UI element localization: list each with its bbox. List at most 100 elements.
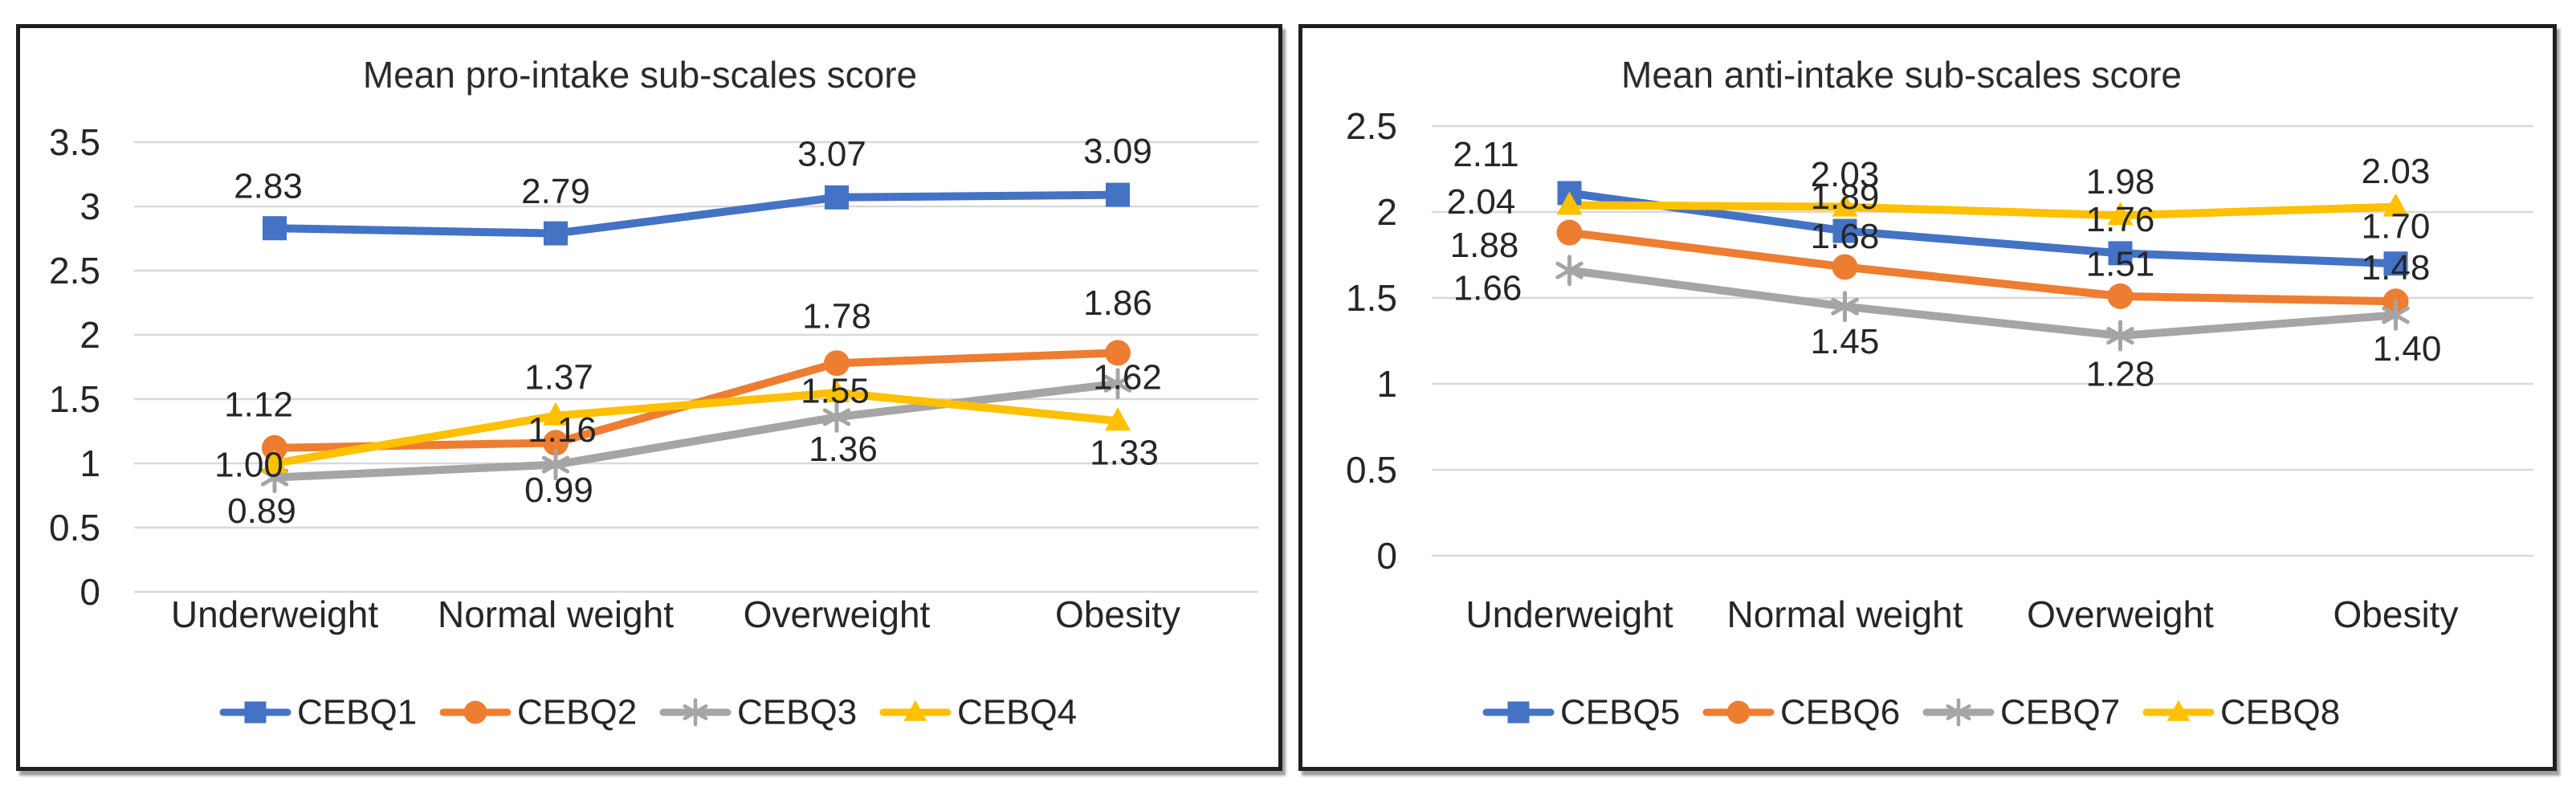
square-marker-CEBQ5 xyxy=(2108,241,2133,266)
square-marker-CEBQ1 xyxy=(825,185,849,210)
asterisk-marker-CEBQ3 xyxy=(1103,374,1132,393)
asterisk-marker-CEBQ3 xyxy=(541,455,570,474)
legend-item-CEBQ4: CEBQ4 xyxy=(879,693,1077,732)
data-label: 1.28 xyxy=(2086,355,2155,394)
data-label: 1.66 xyxy=(1453,268,1522,308)
triangle-marker-CEBQ8 xyxy=(2107,202,2134,226)
square-marker-CEBQ5 xyxy=(2383,251,2408,276)
circle-marker-CEBQ2-legend xyxy=(463,700,487,724)
x-axis-category-label: Obesity xyxy=(2333,593,2459,635)
legend-label: CEBQ6 xyxy=(1780,693,1900,732)
y-axis-tick-label: 1 xyxy=(1376,363,1397,405)
y-axis-tick-label: 0.5 xyxy=(49,507,100,548)
asterisk-marker-CEBQ7 xyxy=(2106,327,2134,345)
data-label: 2.03 xyxy=(2362,152,2431,191)
data-label: 1.48 xyxy=(2362,248,2431,287)
anti-intake-chart-panel: Mean anti-intake sub-scales score 2.5 2 1.… xyxy=(1298,24,2557,771)
circle-marker-CEBQ6 xyxy=(1832,254,1858,280)
circle-marker-CEBQ6-legend xyxy=(1726,700,1751,724)
x-axis-category-label: Normal weight xyxy=(1727,593,1963,635)
data-label: 1.88 xyxy=(1450,226,1519,265)
data-label: 0.89 xyxy=(227,491,296,531)
square-marker-CEBQ5-legend xyxy=(1507,701,1530,724)
pro-intake-plot-area: 3.5 3 2.5 2 1.5 1 0.5 0 Underweight Normal weight… xyxy=(49,121,1258,732)
chart-title: Mean anti-intake sub-scales score xyxy=(1621,54,2182,96)
data-label: 2.79 xyxy=(521,172,590,211)
legend-label: CEBQ1 xyxy=(297,693,417,732)
square-marker-CEBQ1 xyxy=(263,216,287,241)
triangle-marker-CEBQ4 xyxy=(824,379,850,402)
data-label: 1.62 xyxy=(1093,357,1162,397)
legend-label: CEBQ5 xyxy=(1560,693,1680,732)
legend-label: CEBQ4 xyxy=(957,693,1077,732)
chart-title: Mean pro-intake sub-scales score xyxy=(363,54,917,96)
legend-label: CEBQ3 xyxy=(737,693,857,732)
series-line-CEBQ1 xyxy=(271,190,1122,238)
square-marker-CEBQ1 xyxy=(1106,182,1130,207)
triangle-marker-CEBQ4 xyxy=(262,450,287,473)
triangle-marker-CEBQ8 xyxy=(1556,191,1583,215)
pro-intake-chart: Mean pro-intake sub-scales score 3.5 3 2.5… xyxy=(49,54,1258,732)
data-label: 1.70 xyxy=(2362,207,2431,247)
triangle-marker-CEBQ4-legend xyxy=(903,699,927,721)
y-axis-tick-label: 0 xyxy=(1376,535,1397,577)
pro-intake-chart-panel: Mean pro-intake sub-scales score 3.5 3 2.5… xyxy=(16,24,1282,771)
y-axis-tick-label: 1.5 xyxy=(49,378,100,420)
circle-marker-CEBQ6 xyxy=(2107,283,2134,309)
data-label: 1.16 xyxy=(528,410,597,450)
series-line-CEBQ8 xyxy=(1565,201,2400,220)
y-axis-tick-label: 2 xyxy=(79,314,100,356)
triangle-marker-CEBQ8-legend xyxy=(2166,699,2191,721)
asterisk-marker-CEBQ7 xyxy=(1555,261,1584,279)
legend-item-CEBQ8: CEBQ8 xyxy=(2142,693,2340,732)
data-label: 1.33 xyxy=(1090,434,1159,473)
data-label: 1.12 xyxy=(224,385,293,424)
series-line-CEBQ3 xyxy=(271,379,1122,482)
series-line-CEBQ7 xyxy=(1565,266,2400,340)
square-marker-CEBQ5 xyxy=(1832,218,1857,243)
series-line-CEBQ5 xyxy=(1565,189,2400,268)
data-label: 1.76 xyxy=(2086,200,2155,239)
x-axis-category-label: Obesity xyxy=(1055,593,1180,635)
circle-marker-CEBQ2 xyxy=(1105,340,1131,366)
asterisk-marker-CEBQ3 xyxy=(822,408,851,426)
data-label: 1.00 xyxy=(214,446,283,485)
x-axis-category-label: Normal weight xyxy=(438,593,674,635)
y-axis-tick-label: 1 xyxy=(79,442,100,484)
asterisk-marker-CEBQ7 xyxy=(1831,297,1859,316)
legend-label: CEBQ2 xyxy=(517,693,637,732)
triangle-marker-CEBQ4 xyxy=(543,402,569,426)
legend-label: CEBQ7 xyxy=(2000,693,2120,732)
y-axis-tick-label: 3 xyxy=(79,186,100,227)
data-label: 1.45 xyxy=(1811,322,1880,361)
y-axis-tick-label: 2.5 xyxy=(1346,105,1397,147)
data-label: 3.09 xyxy=(1083,132,1152,171)
square-marker-CEBQ1 xyxy=(544,221,568,246)
x-axis-category-label: Underweight xyxy=(1465,593,1673,635)
data-label: 1.37 xyxy=(524,357,593,397)
asterisk-marker-CEBQ7 xyxy=(2382,306,2410,324)
triangle-marker-CEBQ8 xyxy=(2382,193,2409,217)
circle-marker-CEBQ6 xyxy=(1556,219,1583,246)
data-label: 0.99 xyxy=(524,471,593,510)
series-line-CEBQ4 xyxy=(271,389,1122,467)
legend-item-CEBQ7: CEBQ7 xyxy=(1922,693,2120,732)
circle-marker-CEBQ2 xyxy=(824,350,850,377)
y-axis-tick-label: 0 xyxy=(79,571,100,613)
x-axis-category-label: Overweight xyxy=(744,593,931,635)
data-label: 1.40 xyxy=(2373,329,2442,369)
square-marker-CEBQ1-legend xyxy=(244,701,267,724)
x-axis-category-label: Overweight xyxy=(2027,593,2214,635)
data-label: 1.78 xyxy=(802,297,871,336)
data-label: 1.68 xyxy=(1811,217,1880,256)
y-axis-tick-label: 3.5 xyxy=(49,121,100,163)
legend-item-CEBQ1: CEBQ1 xyxy=(219,693,417,732)
data-label: 1.98 xyxy=(2086,162,2155,202)
anti-intake-chart: Mean anti-intake sub-scales score 2.5 2 1.… xyxy=(1346,54,2533,732)
data-label: 1.36 xyxy=(809,430,878,469)
y-axis-tick-label: 1.5 xyxy=(1346,277,1397,319)
data-label: 3.07 xyxy=(797,134,866,173)
asterisk-marker-CEBQ7-legend xyxy=(1946,704,1971,720)
